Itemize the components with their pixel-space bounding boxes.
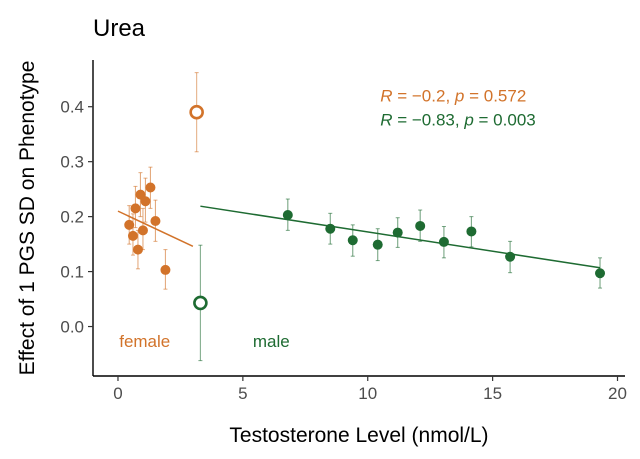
plot-area: female R = −0.2, p = 0.572 male R = −0.83, … [117, 72, 606, 362]
correlation-annotation-male: R = −0.83, p = 0.003 [380, 110, 536, 129]
data-point [325, 223, 336, 234]
annotation-part: p [463, 110, 473, 129]
series-male: male R = −0.83, p = 0.003 [193, 110, 606, 362]
series-female: female R = −0.2, p = 0.572 [117, 72, 526, 351]
x-axis-title: Testosterone Level (nmol/L) [229, 424, 488, 447]
fit-line-male [200, 205, 601, 269]
annotation-part: = 0.003 [474, 110, 536, 129]
y-tick-label: 0.3 [60, 153, 84, 172]
data-point [595, 268, 606, 279]
data-point [124, 219, 135, 230]
data-point [145, 182, 156, 193]
x-tick-label: 0 [113, 384, 122, 403]
data-point [415, 220, 426, 231]
data-point [466, 226, 477, 237]
x-tick-label: 5 [238, 384, 247, 403]
y-axis-title: Effect of 1 PGS SD on Phenotype [16, 61, 39, 376]
annotation-part: = −0.2 [393, 87, 446, 106]
data-point [392, 227, 403, 238]
x-tick-label: 20 [608, 384, 627, 403]
annotation-part: R [380, 110, 392, 129]
data-point [137, 225, 148, 236]
data-point-outlier [193, 295, 208, 311]
data-point [127, 230, 138, 241]
annotation-part: , [455, 110, 464, 129]
data-point [150, 216, 161, 227]
x-tick-label: 10 [358, 384, 377, 403]
series-label-male: male [253, 332, 290, 351]
data-point [132, 244, 143, 255]
series-label-female: female [119, 332, 170, 351]
data-point [372, 239, 383, 250]
chart-title: Urea [93, 15, 146, 42]
correlation-annotation-female: R = −0.2, p = 0.572 [380, 87, 526, 106]
data-point [130, 203, 141, 214]
annotation-part: = −0.83 [393, 110, 455, 129]
data-point-outlier [189, 104, 204, 120]
data-point [282, 209, 293, 220]
data-point [160, 264, 171, 275]
data-point [505, 251, 516, 262]
y-tick-label: 0.4 [60, 98, 84, 117]
data-point [347, 235, 358, 246]
y-tick-label: 0.1 [60, 263, 84, 282]
data-point [438, 236, 449, 247]
annotation-part: = 0.572 [464, 87, 526, 106]
axes: 0 5 10 15 20 0.0 0.1 0.2 0.3 0.4 [60, 60, 627, 403]
annotation-part: R [380, 87, 392, 106]
data-point [140, 196, 151, 207]
annotation-part: , [445, 87, 454, 106]
y-tick-label: 0.0 [60, 318, 84, 337]
annotation-part: p [454, 87, 464, 106]
y-tick-label: 0.2 [60, 208, 84, 227]
x-tick-label: 15 [483, 384, 502, 403]
